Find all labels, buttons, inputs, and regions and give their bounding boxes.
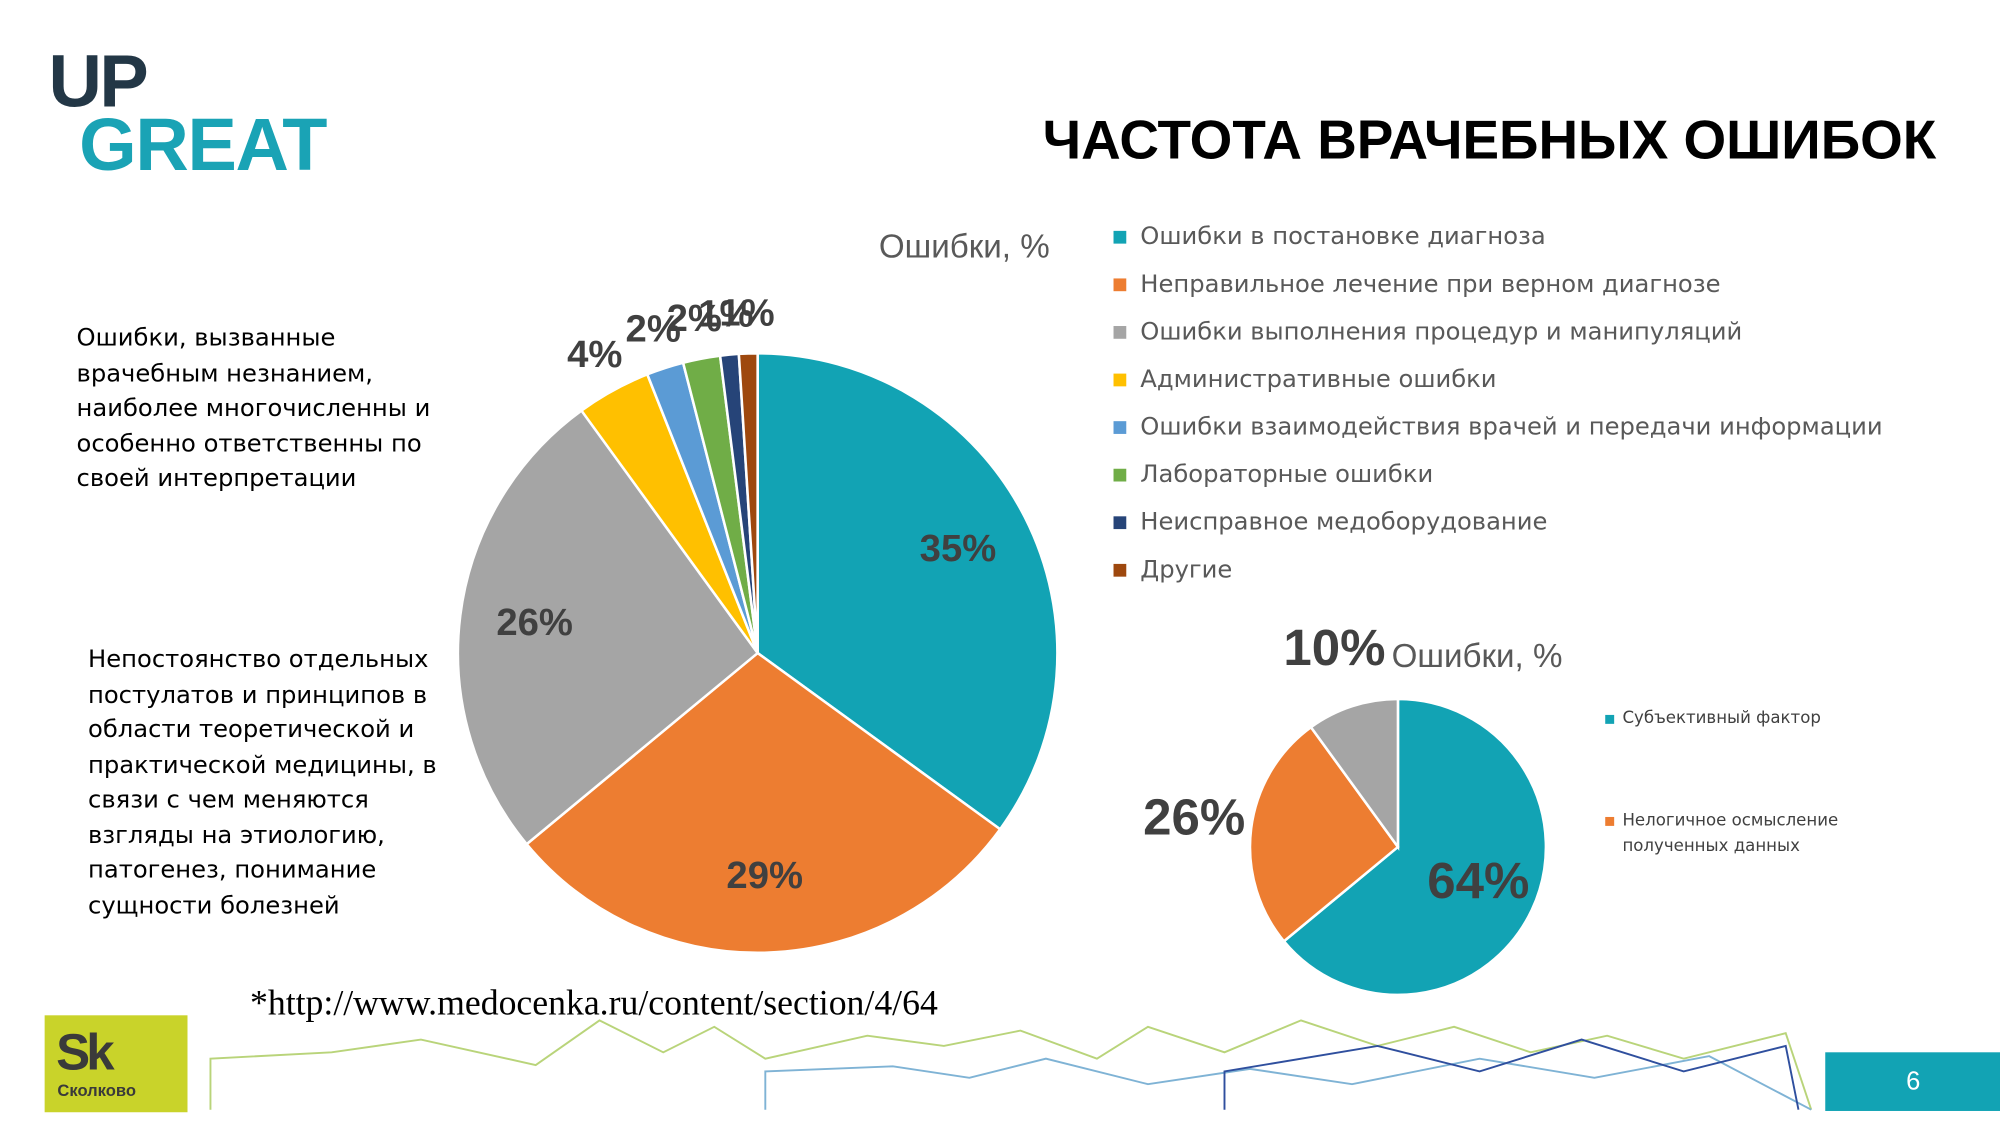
source: *http://www.medocenka.ru/content/section… [250, 983, 938, 1023]
legend-label: Нелогичное осмысление полученных данных [1622, 811, 1839, 856]
charts: Ошибки, %35%29%26%4%2%2%1%1%Ошибки в пос… [456, 222, 1883, 997]
legend-label: Лабораторные ошибки [1140, 460, 1433, 488]
note: Непостоянство отдельных постулатов и при… [88, 645, 437, 920]
legend-label: Другие [1140, 555, 1232, 583]
data-label: 1% [698, 293, 753, 336]
legend-marker [1113, 373, 1127, 387]
chart-title: Ошибки, % [879, 228, 1050, 265]
brand-name: Сколково [57, 1081, 136, 1100]
data-label: 2% [626, 308, 681, 351]
legend-marker [1113, 326, 1127, 339]
skyline-line [764, 1055, 1812, 1111]
legend-marker [1605, 816, 1615, 826]
pie-slice [1282, 697, 1548, 997]
pie-slice [456, 408, 760, 846]
data-label: 29% [726, 854, 803, 897]
legend-box: Нелогичное осмысление полученных данных [1622, 811, 1839, 856]
logo-bottom: GREAT [79, 103, 327, 186]
page-box [1825, 1052, 2000, 1111]
pie-slice [737, 352, 759, 654]
data-label: 26% [1143, 789, 1245, 846]
pie-slice [524, 651, 1002, 955]
logo-top: UP [48, 39, 146, 122]
pie-slice [1248, 725, 1400, 944]
legend-marker [1113, 468, 1127, 482]
legend-label: Неисправное медоборудование [1140, 508, 1547, 536]
data-label: 35% [920, 527, 997, 570]
brand-mark: Sk [56, 1024, 115, 1081]
brand-logo [44, 1015, 188, 1113]
legend-marker [1113, 421, 1127, 434]
page-number: 6 [1906, 1068, 1920, 1096]
legend-marker [1113, 278, 1127, 292]
chart-title: Ошибки, % [1392, 638, 1563, 675]
legend-marker [1113, 516, 1127, 530]
legend-marker [1113, 230, 1127, 244]
legend-box: Субъективный фактор [1622, 709, 1821, 729]
skyline-line [1223, 1038, 1800, 1110]
skyline [209, 1019, 1813, 1111]
legend-marker [1113, 563, 1127, 577]
data-label: 10% [1283, 619, 1385, 676]
pie-slice [1309, 697, 1400, 851]
legend-label: Ошибки в постановке диагноза [1140, 222, 1545, 250]
pie-slice [756, 352, 1059, 832]
note-box: Непостоянство отдельных постулатов и при… [88, 645, 437, 920]
data-label: 4% [567, 333, 622, 376]
legend-label: Ошибки выполнения процедур и манипуляций [1140, 317, 1742, 345]
note: Ошибки, вызванные врачебным незнанием, н… [76, 323, 431, 493]
slide-title: ЧАСТОТА ВРАЧЕБНЫХ ОШИБОК [1043, 109, 1937, 171]
legend-label: Ошибки взаимодействия врачей и передачи … [1140, 413, 1882, 441]
data-label: 1% [719, 291, 774, 334]
data-label: 2% [667, 297, 722, 340]
legend-label: Неправильное лечение при верном диагнозе [1140, 270, 1720, 298]
data-label: 64% [1427, 852, 1529, 909]
note-box: Ошибки, вызванные врачебным незнанием, н… [76, 323, 431, 493]
data-label: 26% [496, 601, 573, 644]
legend-label: Административные ошибки [1140, 365, 1496, 393]
legend-marker [1605, 714, 1615, 724]
legend-label: Субъективный фактор [1622, 709, 1821, 729]
